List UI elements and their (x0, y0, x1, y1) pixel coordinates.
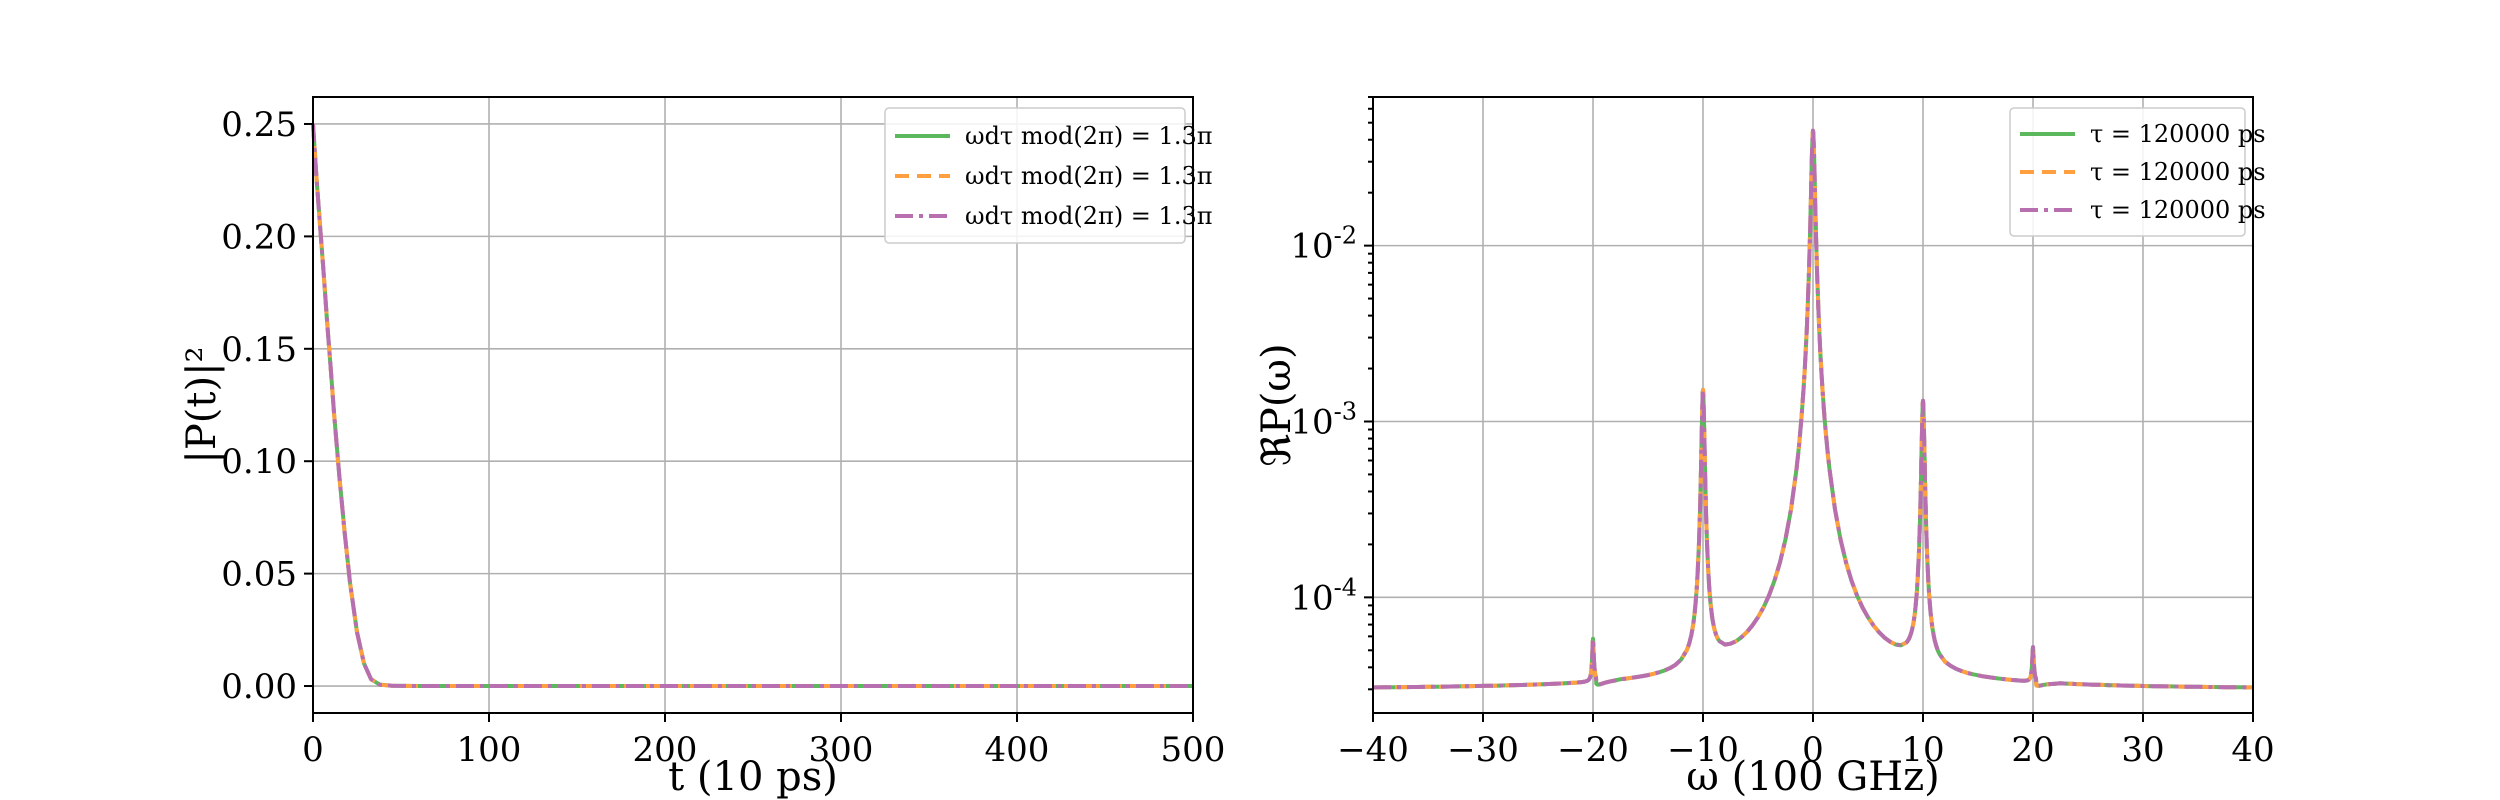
left-legend-label: ωdτ mod(2π) = 1.3π (965, 122, 1213, 150)
left-legend: ωdτ mod(2π) = 1.3π ωdτ mod(2π) = 1.3π ωdτ … (884, 107, 1213, 244)
left-y-tick-label: 0.00 (221, 667, 297, 707)
right-x-axis-label: ω (100 GHz) (1686, 754, 1940, 800)
right-x-tick-label: −30 (1447, 730, 1519, 770)
right-y-tick-label: 10-2 (1290, 222, 1357, 267)
right-legend-label: τ = 120000 ps (2090, 158, 2266, 186)
right-x-tick-label: −40 (1337, 730, 1409, 770)
left-y-tick-label: 0.10 (221, 442, 297, 482)
right-ticks: −40 −30 −20 −10 0 10 20 30 40 10-4 10-3 10-2 (1290, 96, 2275, 770)
left-y-tick-label: 0.25 (221, 105, 297, 145)
right-legend: τ = 120000 ps τ = 120000 ps τ = 120000 ps (2009, 107, 2266, 237)
left-legend-box (884, 107, 1186, 244)
right-y-tick-label: 10-4 (1290, 573, 1357, 618)
right-x-tick-label: 30 (2121, 730, 2164, 770)
left-y-tick-label: 0.20 (221, 217, 297, 257)
left-series-lines (311, 123, 1193, 688)
left-series-line-3 (311, 123, 1193, 688)
right-x-tick-label: 20 (2011, 730, 2054, 770)
right-x-tick-label: 0 (1802, 730, 1824, 770)
left-y-tick-label: 0.05 (221, 555, 297, 595)
right-x-tick-label: 10 (1901, 730, 1944, 770)
left-y-axis-label: |P(t)|² (179, 346, 225, 463)
right-y-tick-label: 10-3 (1290, 397, 1357, 442)
right-legend-box (2009, 107, 2246, 237)
right-y-axis-label: ℜP(ω) (1254, 343, 1300, 466)
left-y-tick-label: 0.15 (221, 330, 297, 370)
right-chart-panel: −40 −30 −20 −10 0 10 20 30 40 10-4 10-3 10-2 ω (100… (1254, 96, 2275, 800)
left-x-tick-label: 100 (457, 730, 522, 770)
left-x-tick-label: 200 (633, 730, 698, 770)
left-x-tick-label: 300 (809, 730, 874, 770)
left-x-tick-label: 0 (302, 730, 324, 770)
left-legend-label: ωdτ mod(2π) = 1.3π (965, 202, 1213, 230)
right-x-tick-label: 40 (2231, 730, 2274, 770)
left-plot-frame (312, 96, 1194, 714)
right-x-tick-label: −10 (1667, 730, 1739, 770)
left-chart-panel: 0 100 200 300 400 500 0.00 0.05 0.10 0.15 0.20 0.25… (179, 96, 1225, 800)
right-legend-label: τ = 120000 ps (2090, 120, 2266, 148)
left-x-axis-label: t (10 ps) (668, 754, 838, 800)
right-x-tick-label: −20 (1557, 730, 1629, 770)
left-legend-label: ωdτ mod(2π) = 1.3π (965, 162, 1213, 190)
left-x-tick-label: 500 (1161, 730, 1226, 770)
left-x-tick-label: 400 (985, 730, 1050, 770)
right-series-lines (1373, 128, 2253, 690)
right-series-line-3 (1373, 128, 2253, 690)
right-legend-label: τ = 120000 ps (2090, 196, 2266, 224)
left-ticks: 0 100 200 300 400 500 0.00 0.05 0.10 0.15 0.20 0.25 (221, 105, 1225, 770)
